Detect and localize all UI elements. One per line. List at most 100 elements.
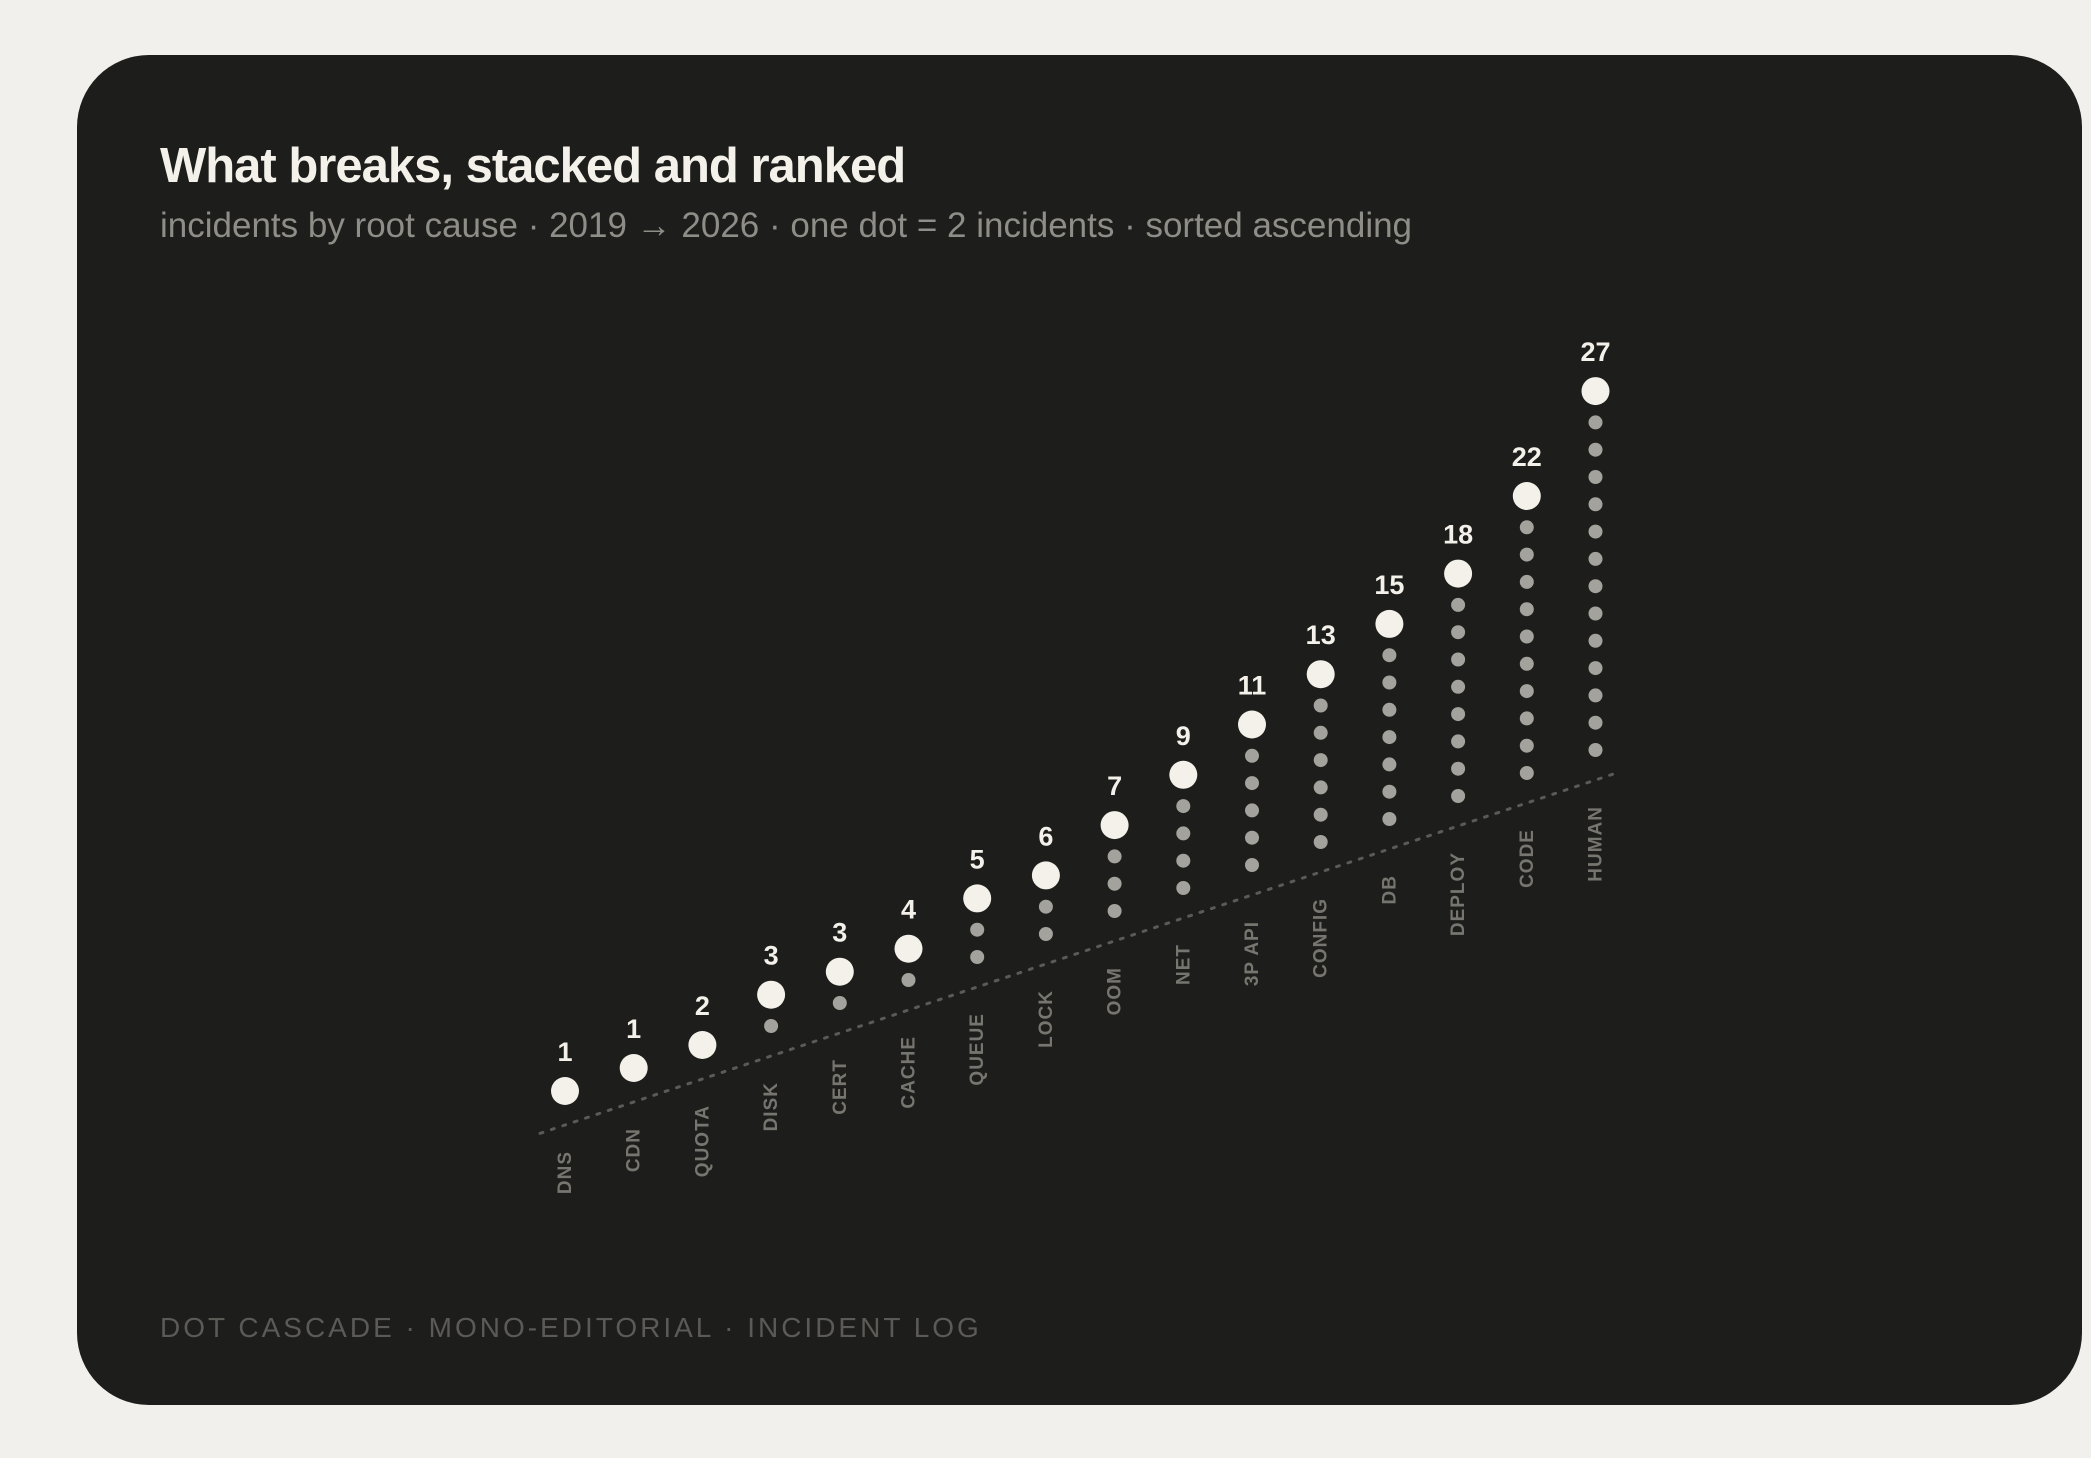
- category-label: DNS: [555, 1151, 576, 1194]
- stack-dot: [1519, 684, 1534, 699]
- chart-subtitle: incidents by root cause · 2019 → 2026 · …: [160, 206, 1413, 245]
- head-dot: [1100, 811, 1129, 840]
- chart-card: What breaks, stacked and ranked incident…: [77, 55, 2082, 1405]
- stack-dot: [901, 973, 916, 987]
- stack-dot: [832, 996, 847, 1010]
- value-label: 6: [1038, 821, 1053, 851]
- head-dot: [1581, 377, 1610, 406]
- value-label: 27: [1580, 337, 1610, 367]
- category-label: CONFIG: [1311, 898, 1332, 978]
- stack-dot: [1245, 748, 1259, 763]
- category-label: 3P API: [1242, 921, 1263, 986]
- dot-column-quota: 2 QUOTA: [688, 991, 717, 1177]
- category-label: LOCK: [1036, 990, 1057, 1048]
- stack-dot: [1451, 734, 1466, 749]
- head-dot: [825, 957, 854, 986]
- stack-dot: [1245, 776, 1259, 791]
- value-label: 22: [1512, 442, 1542, 472]
- dot-column-oom: 7 OOM: [1100, 771, 1129, 1015]
- stack-dot: [1313, 835, 1328, 849]
- stack-dot: [1038, 899, 1053, 914]
- stack-dot: [1519, 629, 1534, 644]
- stack-dot: [1588, 715, 1603, 730]
- category-label: HUMAN: [1586, 806, 1607, 882]
- head-dot: [1512, 482, 1541, 510]
- category-label: NET: [1173, 944, 1194, 985]
- stack-dot: [1382, 702, 1397, 717]
- stack-dot: [1451, 597, 1466, 612]
- head-dot: [1238, 710, 1266, 739]
- head-dot: [894, 934, 923, 963]
- chart-baseline: [538, 770, 1622, 1135]
- head-dot: [1444, 559, 1473, 588]
- stack-dot: [1519, 574, 1534, 589]
- category-label: DB: [1379, 875, 1400, 904]
- value-label: 3: [832, 918, 847, 948]
- dot-column-net: 9 NET: [1169, 721, 1198, 985]
- dot-column-code: 22 CODE: [1512, 442, 1542, 888]
- dot-column-config: 13 CONFIG: [1306, 620, 1336, 978]
- value-label: 9: [1176, 721, 1191, 751]
- stack-dot: [1588, 470, 1603, 484]
- stack-dot: [1519, 547, 1534, 562]
- stack-dot: [970, 922, 985, 937]
- stack-dot: [1588, 415, 1603, 430]
- stack-dot: [1588, 633, 1603, 648]
- stack-dot: [1451, 652, 1466, 667]
- head-dot: [619, 1054, 648, 1082]
- stack-dot: [1519, 711, 1534, 726]
- category-label: QUEUE: [967, 1013, 988, 1086]
- chart-title: What breaks, stacked and ranked: [160, 139, 906, 193]
- dot-column-cert: 3 CERT: [825, 918, 854, 1115]
- head-dot: [1375, 609, 1404, 638]
- stack-dot: [1176, 799, 1191, 814]
- stack-dot: [1519, 520, 1534, 535]
- stack-dot: [1382, 675, 1397, 690]
- stack-dot: [1245, 858, 1259, 872]
- dot-column-3p-api: 11 3P API: [1238, 671, 1267, 987]
- category-label: CACHE: [899, 1036, 920, 1109]
- stack-dot: [1313, 780, 1328, 795]
- head-dot: [963, 884, 992, 913]
- stack-dot: [1588, 551, 1603, 566]
- stack-dot: [1176, 826, 1191, 841]
- category-label: QUOTA: [692, 1105, 713, 1177]
- stack-dot: [1451, 707, 1466, 722]
- stack-dot: [1382, 812, 1397, 826]
- value-label: 18: [1443, 520, 1473, 550]
- stack-dot: [1313, 725, 1328, 740]
- stack-dot: [1588, 579, 1603, 594]
- value-label: 3: [764, 941, 779, 971]
- category-label: CODE: [1517, 829, 1538, 888]
- stack-dot: [1382, 784, 1397, 799]
- stack-dot: [1519, 738, 1534, 753]
- stack-dot: [1382, 730, 1397, 745]
- category-label: DEPLOY: [1448, 852, 1469, 936]
- dot-column-lock: 6 LOCK: [1031, 821, 1060, 1048]
- dot-column-deploy: 18 DEPLOY: [1443, 520, 1473, 937]
- value-label: 15: [1374, 570, 1404, 600]
- head-dot: [688, 1031, 717, 1059]
- stack-dot: [764, 1019, 779, 1033]
- head-dot: [757, 980, 786, 1009]
- head-dot: [1169, 760, 1198, 789]
- stack-dot: [1382, 648, 1397, 663]
- value-label: 11: [1238, 671, 1267, 701]
- stack-dot: [1382, 757, 1397, 772]
- value-label: 1: [626, 1014, 641, 1044]
- stack-dot: [970, 950, 985, 964]
- value-label: 13: [1306, 620, 1336, 650]
- stack-dot: [1588, 442, 1603, 457]
- dot-column-dns: 1 DNS: [551, 1037, 579, 1194]
- stack-dot: [1107, 876, 1122, 891]
- stack-dot: [1176, 853, 1191, 868]
- head-dot: [551, 1077, 579, 1105]
- stack-dot: [1588, 688, 1603, 703]
- stack-dot: [1588, 497, 1603, 512]
- stack-dot: [1519, 656, 1534, 671]
- category-label: DISK: [761, 1082, 782, 1131]
- stack-dot: [1451, 761, 1466, 776]
- stack-dot: [1313, 698, 1328, 713]
- stack-dot: [1107, 849, 1122, 864]
